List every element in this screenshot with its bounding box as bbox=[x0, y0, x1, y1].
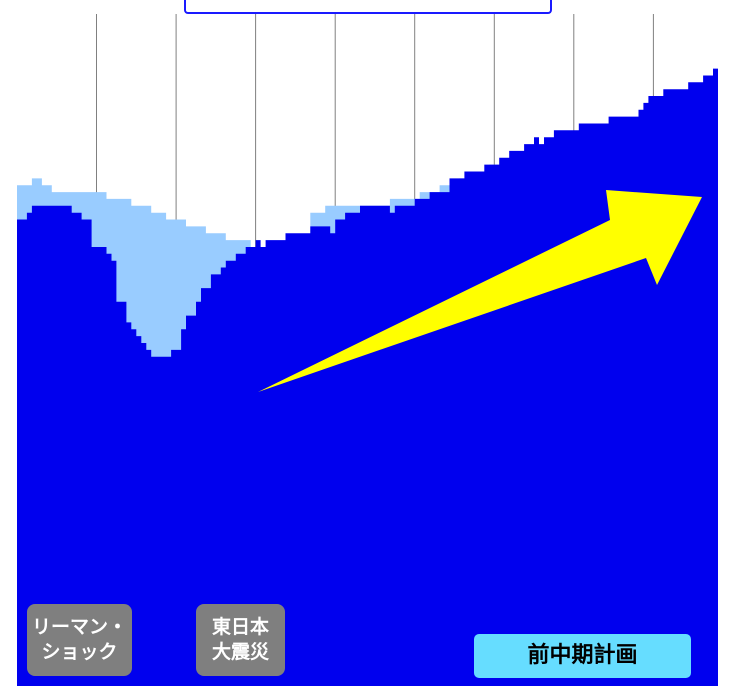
series-actual-area bbox=[17, 69, 718, 686]
earthquake-note: 東日本 大震災 bbox=[196, 604, 285, 676]
top-banner-tab bbox=[184, 0, 552, 14]
earthquake-note-line-2: 大震災 bbox=[196, 640, 285, 665]
earthquake-note-line-1: 東日本 bbox=[196, 615, 285, 640]
lehman-shock-note: リーマン・ ショック bbox=[27, 604, 132, 676]
lehman-shock-note-line-2: ショック bbox=[27, 640, 132, 665]
lehman-shock-note-line-1: リーマン・ bbox=[27, 615, 132, 640]
previous-midterm-plan-label: 前中期計画 bbox=[474, 634, 691, 678]
